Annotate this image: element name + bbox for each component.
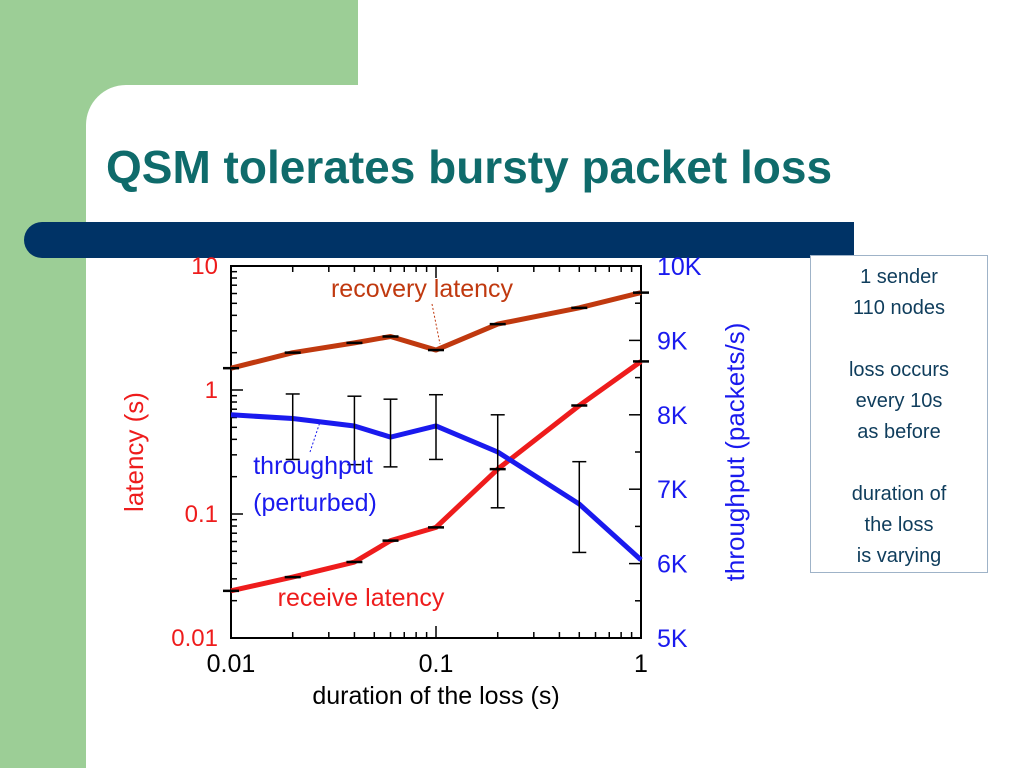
note-line: 1 sender [860, 266, 938, 288]
note-line: 110 nodes [853, 297, 945, 319]
series-line [230, 412, 643, 562]
y-right-tick-label: 9K [657, 327, 688, 355]
y-left-tick-label: 10 [191, 253, 218, 280]
note-line: duration of [851, 483, 947, 505]
note-line: is varying [856, 545, 942, 567]
y-right-axis-label: throughput (packets/s) [720, 323, 750, 582]
series-line [230, 359, 643, 594]
throughput-annotation-line1: throughput [253, 452, 373, 480]
decorative-navy-bar [24, 222, 854, 258]
recovery-annotation-leader [431, 303, 441, 345]
y-left-tick-label: 1 [205, 377, 218, 404]
x-tick-label: 0.01 [207, 650, 256, 678]
throughput-annotation-leader [309, 421, 321, 453]
throughput-annotation-line2: (perturbed) [253, 489, 377, 517]
notes-box: 1 sender 110 nodes loss occurs every 10s… [810, 255, 988, 573]
x-tick-label: 1 [634, 650, 648, 678]
y-right-tick-label: 8K [657, 402, 688, 430]
y-right-tick-label: 5K [657, 625, 688, 653]
y-right-tick-label: 10K [657, 253, 702, 281]
receive-latency-annotation: receive latency [278, 584, 445, 612]
x-axis-label: duration of the loss (s) [312, 682, 559, 710]
x-tick-label: 0.1 [419, 650, 454, 678]
note-line: every 10s [855, 390, 943, 412]
y-right-tick-label: 6K [657, 551, 688, 579]
note-line: loss occurs [848, 359, 950, 381]
series-line [230, 290, 642, 371]
note-line: as before [857, 421, 941, 443]
slide-title: QSM tolerates bursty packet loss [106, 141, 833, 193]
y-left-axis-label: latency (s) [119, 392, 149, 512]
y-left-tick-label: 0.1 [185, 501, 218, 528]
note-line: the loss [864, 514, 934, 536]
y-right-tick-label: 7K [657, 476, 688, 504]
y-left-tick-label: 0.01 [171, 625, 218, 652]
recovery-latency-annotation: recovery latency [331, 275, 514, 303]
